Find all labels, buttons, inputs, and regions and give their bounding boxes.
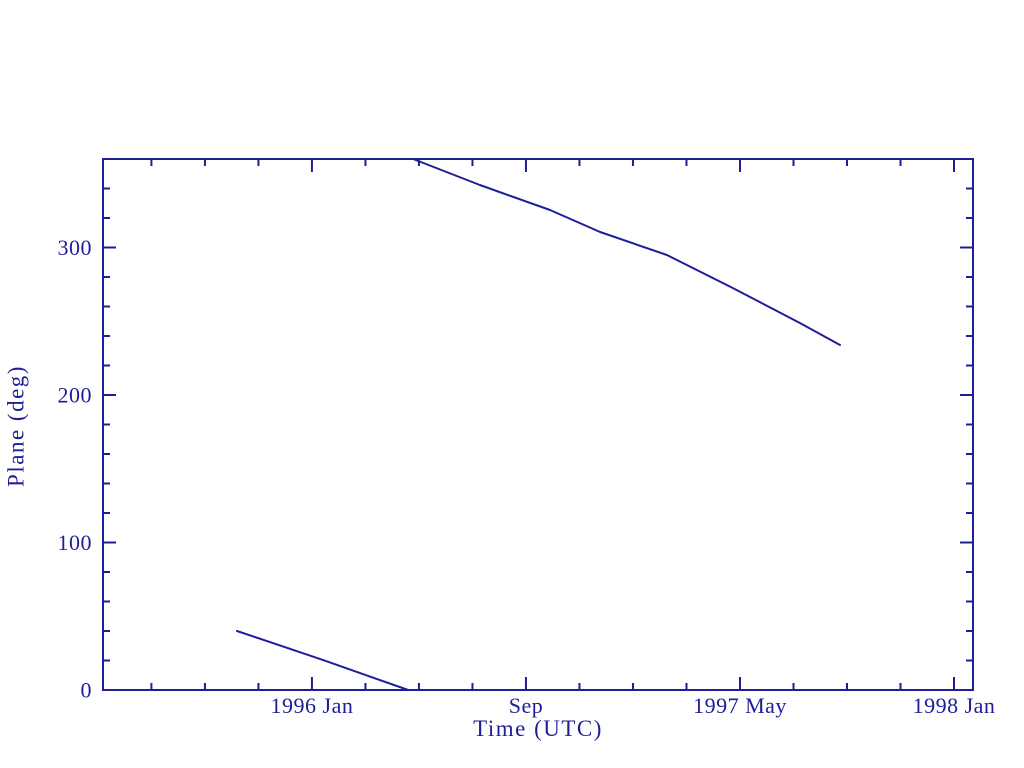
x-tick-label: 1996 Jan (271, 693, 354, 718)
plane-angle-segment-upper-line (412, 158, 841, 346)
y-tick-label: 200 (58, 383, 93, 408)
tick-labels-group: 1996 Jan Sep 1997 May 1998 Jan 0 100 200 300 (58, 235, 996, 718)
plane-angle-segment-lower-line (236, 630, 410, 691)
x-axis-title: Time (UTC) (473, 716, 603, 741)
x-tick-label: Sep (509, 693, 544, 718)
x-tick-label: 1998 Jan (913, 693, 996, 718)
plot-frame (102, 158, 974, 691)
y-axis-title: Plane (deg) (4, 365, 29, 487)
x-tick-label: 1997 May (693, 693, 787, 718)
axis-ticks-group (103, 159, 973, 691)
data-series-group (236, 158, 841, 691)
plot-frame-group (102, 158, 974, 691)
y-tick-label: 100 (58, 530, 93, 555)
y-tick-label: 300 (58, 235, 93, 260)
y-tick-label: 0 (81, 678, 93, 703)
